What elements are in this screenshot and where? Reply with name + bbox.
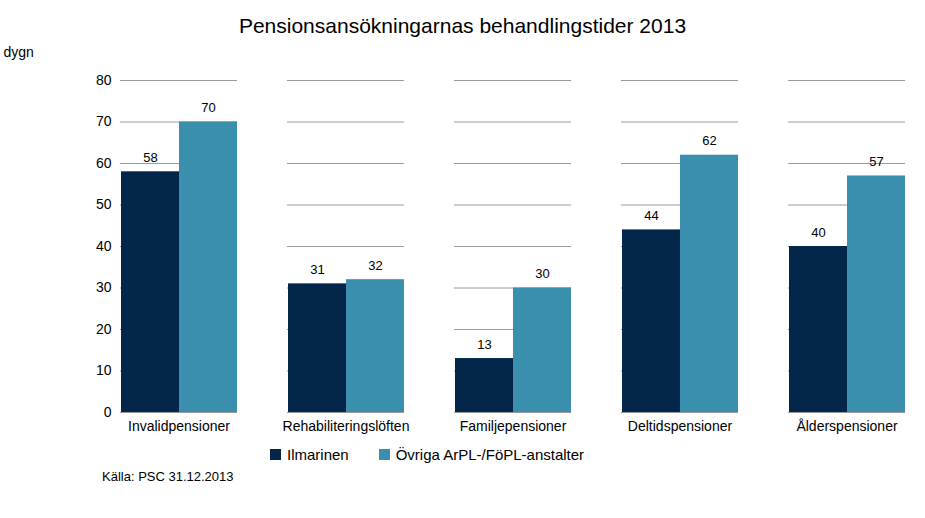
svg-text:58: 58 [143,150,157,165]
svg-text:44: 44 [644,208,658,223]
svg-text:31: 31 [310,262,324,277]
html-text:Källa: PSC 31.12.2013: Källa: PSC 31.12.2013 [102,469,234,484]
html-text:Ilmarinen: Ilmarinen [287,446,349,463]
svg-text:70: 70 [201,100,215,115]
svg-text:40: 40 [811,225,825,240]
svg-text:62: 62 [702,133,716,148]
svg-text:30: 30 [96,279,112,295]
svg-text:0: 0 [104,404,112,420]
svg-text:70: 70 [96,113,112,129]
svg-text:Rehabiliteringslöften: Rehabiliteringslöften [283,418,410,434]
svg-text:40: 40 [96,238,112,254]
svg-text:13: 13 [477,337,491,352]
svg-text:dygn: dygn [4,44,34,60]
svg-text:20: 20 [96,321,112,337]
html-text:Pensionsansökningarnas behandl: Pensionsansökningarnas behandlingstider … [238,14,687,37]
svg-text:30: 30 [535,266,549,281]
svg-text:80: 80 [96,72,112,88]
svg-text:57: 57 [869,154,883,169]
svg-text:10: 10 [96,362,112,378]
svg-text:Familjepensioner: Familjepensioner [460,418,567,434]
svg-text:32: 32 [368,258,382,273]
html-text:Övriga ArPL-/FöPL-anstalter: Övriga ArPL-/FöPL-anstalter [395,446,585,463]
svg-text:50: 50 [96,196,112,212]
svg-text:Deltidspensioner: Deltidspensioner [628,418,733,434]
svg-text:Invalidpensioner: Invalidpensioner [128,418,230,434]
svg-text:Ålderspensioner: Ålderspensioner [796,418,898,434]
svg-text:60: 60 [96,155,112,171]
